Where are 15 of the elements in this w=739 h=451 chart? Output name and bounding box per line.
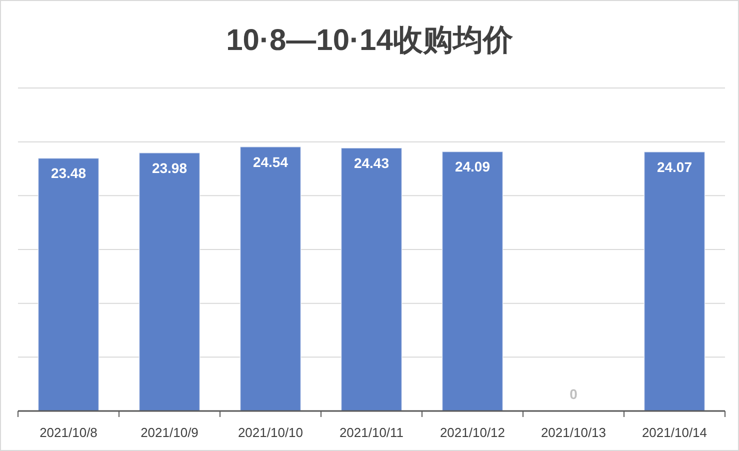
data-label: 24.43: [354, 154, 390, 171]
data-label: 24.07: [656, 158, 692, 175]
x-tick-label: 2021/10/8: [40, 425, 98, 440]
data-label: 23.48: [50, 165, 86, 182]
x-tick-label: 2021/10/10: [238, 425, 304, 440]
data-label: 24.54: [252, 154, 288, 170]
x-tick-label: 2021/10/14: [642, 425, 708, 440]
x-tick-label: 2021/10/9: [140, 425, 198, 440]
x-tick-label: 2021/10/13: [540, 425, 606, 440]
data-label: 24.09: [454, 158, 490, 175]
x-tick-label: 2021/10/12: [440, 425, 506, 440]
x-tick-label: 2021/10/11: [339, 425, 404, 440]
data-label: 0: [570, 386, 578, 402]
chart-title: 10·8—10·14收购均价: [226, 24, 514, 57]
data-label: 23.98: [152, 160, 188, 176]
